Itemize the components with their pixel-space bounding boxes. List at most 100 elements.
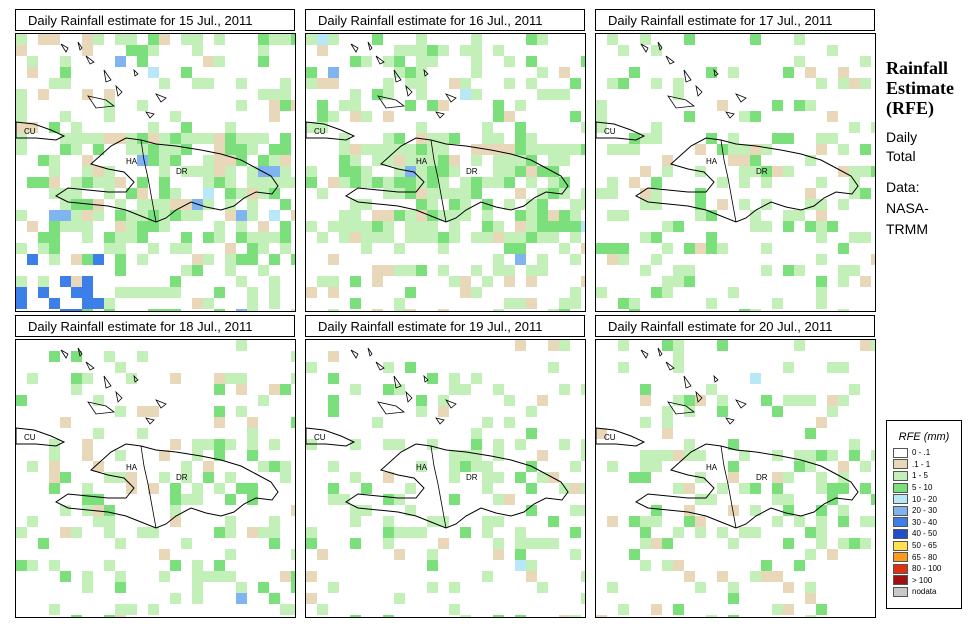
rain-cell (159, 144, 170, 155)
rain-cell (49, 166, 60, 177)
rain-cell (361, 199, 372, 210)
rain-cell (515, 188, 526, 199)
rain-cell (739, 144, 750, 155)
coastline (657, 41, 663, 51)
rain-cell (115, 243, 126, 254)
rain-cell (860, 461, 871, 472)
rain-cell (416, 221, 427, 232)
rain-cell (126, 144, 137, 155)
rain-cell (739, 166, 750, 177)
rain-cell (651, 199, 662, 210)
rain-cell (482, 571, 493, 582)
rain-cell (405, 221, 416, 232)
rain-cell (16, 527, 27, 538)
rain-cell (82, 494, 93, 505)
legend-item: 40 - 50 (893, 528, 961, 540)
country-label: HA (416, 157, 428, 166)
rain-cell (816, 144, 827, 155)
rain-cell (269, 144, 280, 155)
rain-cell (159, 166, 170, 177)
rain-cell (849, 78, 860, 89)
rain-cell (849, 439, 860, 450)
rain-cell (148, 34, 159, 45)
rain-cell (214, 232, 225, 243)
rain-cell (339, 177, 350, 188)
rain-cell (416, 166, 427, 177)
rain-cell (794, 340, 805, 351)
rain-cell (291, 254, 295, 265)
rain-cell (416, 265, 427, 276)
rain-cell (471, 232, 482, 243)
rain-cell (148, 199, 159, 210)
rain-cell (258, 133, 269, 144)
rain-cell (438, 45, 449, 56)
rain-cell (761, 560, 772, 571)
rain-cell (126, 232, 137, 243)
rain-cell (504, 166, 515, 177)
rain-cell (372, 210, 383, 221)
coastline (435, 417, 445, 425)
rain-cell (291, 177, 295, 188)
rain-cell (328, 483, 339, 494)
rain-cell (816, 287, 827, 298)
rain-cell (148, 122, 159, 133)
rain-cell (328, 309, 339, 311)
rain-cell (225, 133, 236, 144)
rain-cell (460, 45, 471, 56)
rain-cell (60, 417, 71, 428)
rain-cell (405, 287, 416, 298)
rain-cell (427, 560, 438, 571)
rain-cell (361, 56, 372, 67)
rain-cell (104, 615, 115, 617)
rain-cell (225, 166, 236, 177)
sidebar: Rainfall Estimate (RFE) Daily Total Data… (886, 58, 971, 239)
rain-cell (581, 505, 585, 516)
rain-cell (148, 527, 159, 538)
rain-cell (82, 232, 93, 243)
rain-cell (849, 538, 860, 549)
rain-cell (695, 395, 706, 406)
rain-cell (49, 210, 60, 221)
rain-cell (805, 428, 816, 439)
rain-cell (651, 516, 662, 527)
rain-cell (794, 461, 805, 472)
rain-cell (126, 34, 137, 45)
rain-cell (548, 221, 559, 232)
rain-cell (706, 298, 717, 309)
rain-cell (93, 395, 104, 406)
rain-cell (60, 199, 71, 210)
rain-cell (203, 166, 214, 177)
rain-cell (394, 309, 405, 311)
rain-cell (16, 210, 27, 221)
rain-cell (291, 582, 295, 593)
rain-cell (438, 166, 449, 177)
rain-cell (170, 309, 181, 311)
rain-cell (269, 210, 280, 221)
rain-cell (328, 395, 339, 406)
rain-cell (159, 210, 170, 221)
rain-cell (504, 111, 515, 122)
rain-cell (570, 298, 581, 309)
rain-cell (258, 395, 269, 406)
rain-cell (449, 199, 460, 210)
rain-cell (82, 155, 93, 166)
rain-cell (394, 593, 405, 604)
rain-cell (783, 221, 794, 232)
rain-cell (280, 604, 291, 615)
rain-cell (269, 155, 280, 166)
rain-cell (214, 406, 225, 417)
rain-cell (570, 221, 581, 232)
coastline (375, 361, 385, 371)
rain-cell (104, 309, 115, 311)
rain-cell (684, 395, 695, 406)
rain-cell (82, 298, 93, 309)
rain-cell (728, 133, 739, 144)
rain-cell (203, 177, 214, 188)
rain-cell (350, 384, 361, 395)
rain-cell (849, 384, 860, 395)
rain-cell (838, 538, 849, 549)
total-label: Total (886, 148, 916, 164)
rain-cell (548, 309, 559, 311)
rain-cell (328, 78, 339, 89)
rain-cell (38, 276, 49, 287)
